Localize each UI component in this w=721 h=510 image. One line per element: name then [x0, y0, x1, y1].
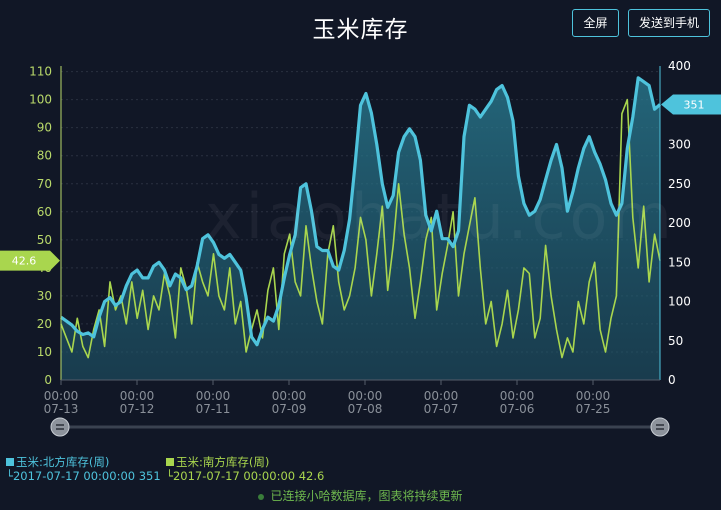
x-tick-label-date: 07-06	[500, 402, 535, 416]
north-area-fill	[61, 77, 660, 381]
handle-knob-icon	[50, 417, 70, 437]
y-left-tick-label: 70	[37, 177, 52, 191]
x-tick-label-time: 00:00	[348, 389, 383, 403]
legend-south[interactable]: 玉米:南方库存(周) └2017-07-17 00:00:00 42.6	[166, 455, 325, 483]
x-tick-label-date: 07-12	[120, 402, 155, 416]
y-left-tick-label: 20	[37, 317, 52, 331]
x-tick-label-time: 00:00	[272, 389, 307, 403]
series-south-line	[60, 98, 661, 359]
status-dot-icon	[258, 493, 265, 500]
y-left-tick-label: 0	[44, 373, 52, 387]
x-tick-label-time: 00:00	[500, 389, 535, 403]
x-tick-label-date: 07-08	[348, 402, 383, 416]
legend-north-name: 玉米:北方库存(周)	[16, 455, 110, 469]
x-tick-label-date: 07-09	[272, 402, 307, 416]
legend-south-name: 玉米:南方库存(周)	[176, 455, 270, 469]
x-tick-label-time: 00:00	[196, 389, 231, 403]
legend-north[interactable]: 玉米:北方库存(周) └2017-07-17 00:00:00 351	[6, 455, 161, 483]
y-left-tick-label: 50	[37, 233, 52, 247]
y-right-tick-label: 300	[668, 138, 691, 152]
y-left-tick-label: 100	[29, 93, 52, 107]
y-left-tick-label: 80	[37, 149, 52, 163]
series-north-line	[60, 76, 662, 347]
x-tick-label-date: 07-13	[44, 402, 79, 416]
y-left-tick-label: 60	[37, 205, 52, 219]
y-left-tick-label: 30	[37, 289, 52, 303]
handle-knob-icon	[650, 417, 670, 437]
x-tick-label-date: 07-25	[576, 402, 611, 416]
y-right-tick-label: 200	[668, 216, 691, 230]
y-right-tick-label: 150	[668, 255, 691, 269]
x-tick-label-date: 07-11	[196, 402, 231, 416]
y-right-tick-label: 50	[668, 334, 683, 348]
y-right-tick-label: 0	[668, 373, 676, 387]
north-value-marker	[661, 94, 721, 115]
x-tick-label-time: 00:00	[576, 389, 611, 403]
x-tick-label-date: 07-07	[424, 402, 459, 416]
fullscreen-button[interactable]: 全屏	[572, 9, 619, 37]
y-right-tick-label: 250	[668, 177, 691, 191]
y-left-tick-label: 10	[37, 345, 52, 359]
x-tick-label-time: 00:00	[424, 389, 459, 403]
status-bar: 已连接小哈数据库，图表将持续更新	[0, 487, 721, 504]
y-left-tick-label: 110	[29, 65, 52, 79]
south-value-label: 42.6	[12, 255, 37, 268]
legend-south-swatch	[166, 458, 174, 466]
chart-title: 玉米库存	[312, 17, 409, 43]
legend-north-swatch	[6, 458, 14, 466]
north-value-label: 351	[684, 98, 705, 111]
y-right-tick-label: 400	[668, 59, 691, 73]
south-value-marker	[0, 250, 60, 271]
legend-south-detail: 2017-07-17 00:00:00 42.6	[172, 469, 325, 483]
range-slider-right-handle[interactable]	[650, 417, 670, 437]
y-left-tick-label: 90	[37, 121, 52, 135]
range-slider-left-handle[interactable]	[50, 417, 70, 437]
x-tick-label-time: 00:00	[120, 389, 155, 403]
legend-north-detail: 2017-07-17 00:00:00 351	[12, 469, 161, 483]
x-tick-label-time: 00:00	[44, 389, 79, 403]
status-text: 已连接小哈数据库，图表将持续更新	[270, 489, 463, 503]
y-right-tick-label: 100	[668, 295, 691, 309]
send-to-phone-button[interactable]: 发送到手机	[628, 9, 710, 37]
